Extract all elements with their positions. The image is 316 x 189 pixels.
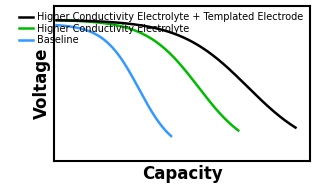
X-axis label: Capacity: Capacity: [142, 165, 223, 184]
Y-axis label: Voltage: Voltage: [33, 48, 51, 119]
Legend: Higher Conductivity Electrolyte + Templated Electrode, Higher Conductivity Elect: Higher Conductivity Electrolyte + Templa…: [17, 10, 306, 47]
